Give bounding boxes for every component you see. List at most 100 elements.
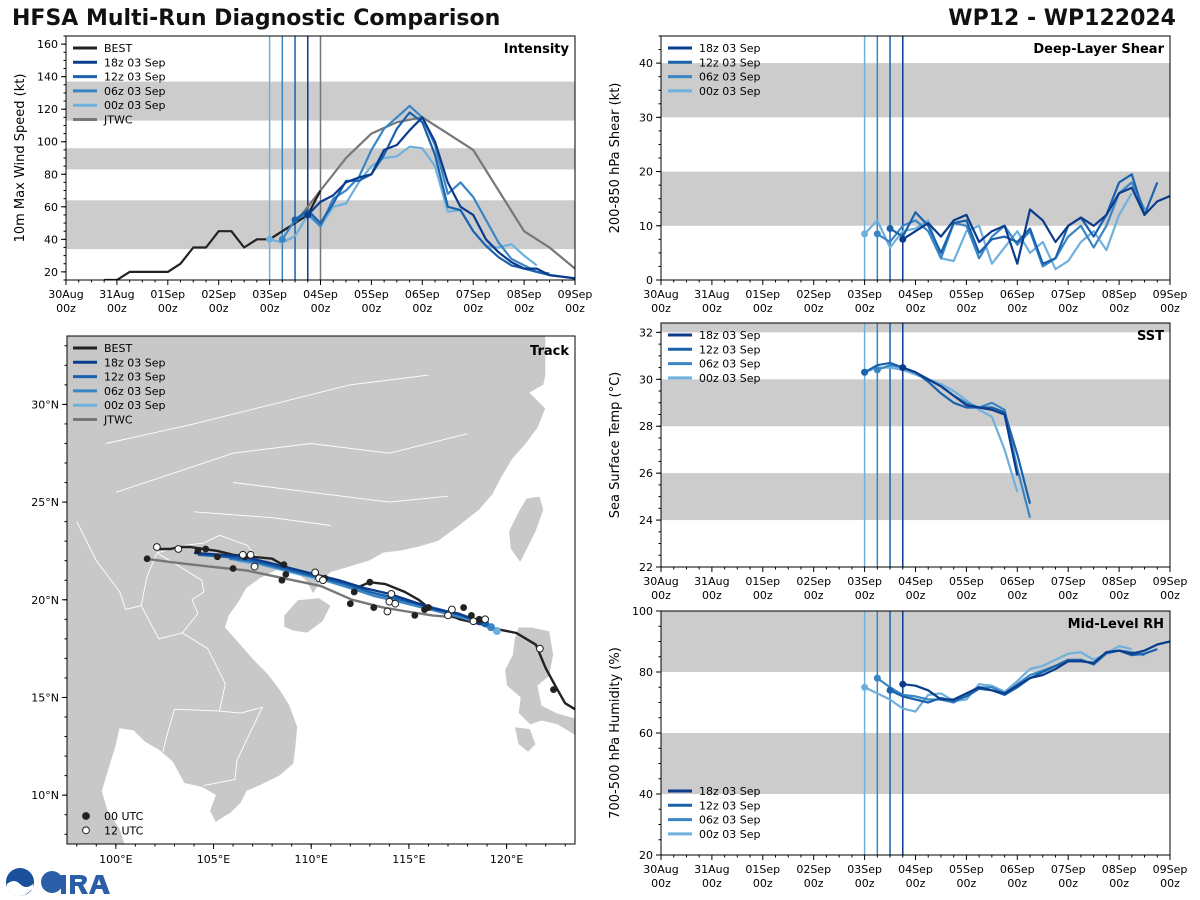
marker-12utc: [246, 550, 255, 559]
marker-00utc: [468, 612, 475, 619]
legend-label-06z-03-sep: 06z 03 Sep: [699, 358, 761, 371]
track-line-jtwc: [145, 557, 478, 621]
x-tick-label: 08Sep: [1102, 288, 1137, 301]
marker-12utc: [174, 545, 183, 553]
map-layer: [67, 336, 575, 844]
series-line-18z-03-sep: [902, 186, 1170, 265]
y-tick-label: 32: [639, 326, 653, 339]
x-tick-label: 00z: [1058, 302, 1078, 315]
legend-label-18z-03-sep: 18z 03 Sep: [699, 329, 761, 342]
marker-12utc: [444, 611, 452, 620]
axes-frame: [66, 335, 576, 845]
series-group: [861, 173, 1170, 271]
border-line-8: [115, 433, 468, 493]
marker-12utc: [250, 562, 259, 571]
marker-12utc: [535, 644, 544, 653]
panel-rh: 2040608010030Aug00z31Aug00z01Sep00z02Sep…: [608, 605, 1187, 890]
marker-00utc: [202, 545, 210, 553]
panel-title: Intensity: [504, 42, 570, 57]
y-tick-label: 0: [646, 274, 653, 287]
y-tick-label: 30: [639, 373, 653, 386]
x-tick-label: 00z: [158, 302, 178, 315]
border-line-7: [193, 511, 331, 526]
series-start-00z-03-sep: [861, 230, 869, 238]
y-tick-label: 100: [37, 136, 58, 149]
series-line-06z-03-sep: [876, 181, 1146, 268]
series-start-18z-03-sep: [899, 680, 907, 688]
y-tick-label: 40: [639, 788, 653, 801]
x-tick-label: 00z: [702, 877, 722, 890]
y-tick-label: 15°N: [31, 691, 59, 704]
x-tick-label: 105°E: [197, 853, 230, 866]
marker-12utc: [383, 607, 392, 616]
y-tick-label: 60: [639, 727, 653, 740]
band-1: [661, 63, 1170, 118]
x-tick-label: 100°E: [99, 853, 132, 866]
x-tick-label: 31Aug: [694, 288, 729, 301]
legend-label-18z-03-sep: 18z 03 Sep: [699, 42, 761, 55]
marker-00utc: [282, 570, 290, 578]
y-tick-label: 10: [639, 220, 653, 233]
storm-id: WP12 - WP122024: [948, 6, 1176, 31]
x-tick-label: 00z: [753, 877, 773, 890]
x-tick-label: 00z: [565, 302, 585, 315]
x-tick-label: 02Sep: [796, 863, 831, 876]
marker-legend-swatch-12-utc: [82, 826, 90, 835]
cira-noaa-logo: [6, 868, 110, 896]
marker-legend-label-00-utc: 00 UTC: [104, 810, 144, 823]
x-tick-label: 00z: [1058, 877, 1078, 890]
x-tick-label: 05Sep: [949, 863, 984, 876]
x-tick-label: 09Sep: [1153, 863, 1188, 876]
legend-label-00z-03-sep: 00z 03 Sep: [104, 399, 166, 412]
x-tick-label: 03Sep: [847, 575, 882, 588]
x-tick-label: 00z: [651, 589, 671, 602]
x-tick-label: 00z: [209, 302, 229, 315]
series-line-12z-03-sep: [294, 111, 575, 280]
x-tick-label: 04Sep: [303, 288, 338, 301]
x-tick-label: 120°E: [490, 853, 523, 866]
x-tick-label: 00z: [514, 302, 534, 315]
x-tick-label: 00z: [1007, 589, 1027, 602]
marker-legend-swatch-00-utc: [82, 812, 90, 820]
x-tick-label: 00z: [804, 877, 824, 890]
noaa-wave-icon: [7, 881, 33, 896]
x-tick-label: 00z: [651, 877, 671, 890]
x-tick-label: 00z: [1109, 877, 1129, 890]
y-tick-label: 30°N: [31, 398, 59, 411]
x-tick-label: 06Sep: [405, 288, 440, 301]
panel-title: Mid-Level RH: [1068, 617, 1164, 632]
x-tick-label: 00z: [906, 589, 926, 602]
x-tick-label: 30Aug: [643, 575, 678, 588]
marker-00utc: [350, 588, 358, 596]
series-start-00z-03-sep: [861, 683, 869, 691]
y-tick-label: 20°N: [31, 594, 59, 607]
x-tick-label: 00z: [855, 302, 875, 315]
x-tick-label: 00z: [107, 302, 127, 315]
series-start-06z-03-sep: [278, 235, 286, 243]
x-tick-label: 110°E: [295, 853, 328, 866]
x-tick-label: 00z: [957, 877, 977, 890]
x-tick-label: 00z: [1007, 302, 1027, 315]
marker-12utc: [311, 568, 320, 577]
x-tick-label: 08Sep: [1102, 863, 1137, 876]
x-tick-label: 03Sep: [847, 288, 882, 301]
y-axis-label: 700-500 hPa Humidity (%): [608, 647, 623, 819]
marker-12utc: [469, 617, 478, 626]
y-tick-label: 22: [639, 561, 653, 574]
y-tick-label: 20: [44, 266, 58, 279]
x-tick-label: 30Aug: [643, 288, 678, 301]
x-tick-label: 00z: [804, 589, 824, 602]
panel-sst: 22242628303230Aug00z31Aug00z01Sep00z02Se…: [608, 322, 1187, 602]
marker-00utc: [460, 604, 468, 611]
x-tick-label: 03Sep: [252, 288, 287, 301]
legend-label-06z-03-sep: 06z 03 Sep: [699, 814, 761, 827]
band-0: [661, 473, 1170, 521]
marker-12utc: [448, 605, 456, 614]
x-tick-label: 00z: [651, 302, 671, 315]
x-tick-label: 00z: [362, 302, 382, 315]
figure-title: HFSA Multi-Run Diagnostic Comparison: [12, 6, 501, 31]
legend-label-06z-03-sep: 06z 03 Sep: [104, 385, 166, 398]
x-tick-label: 30Aug: [48, 288, 83, 301]
series-line-18z-03-sep: [307, 116, 575, 280]
x-tick-label: 00z: [957, 302, 977, 315]
